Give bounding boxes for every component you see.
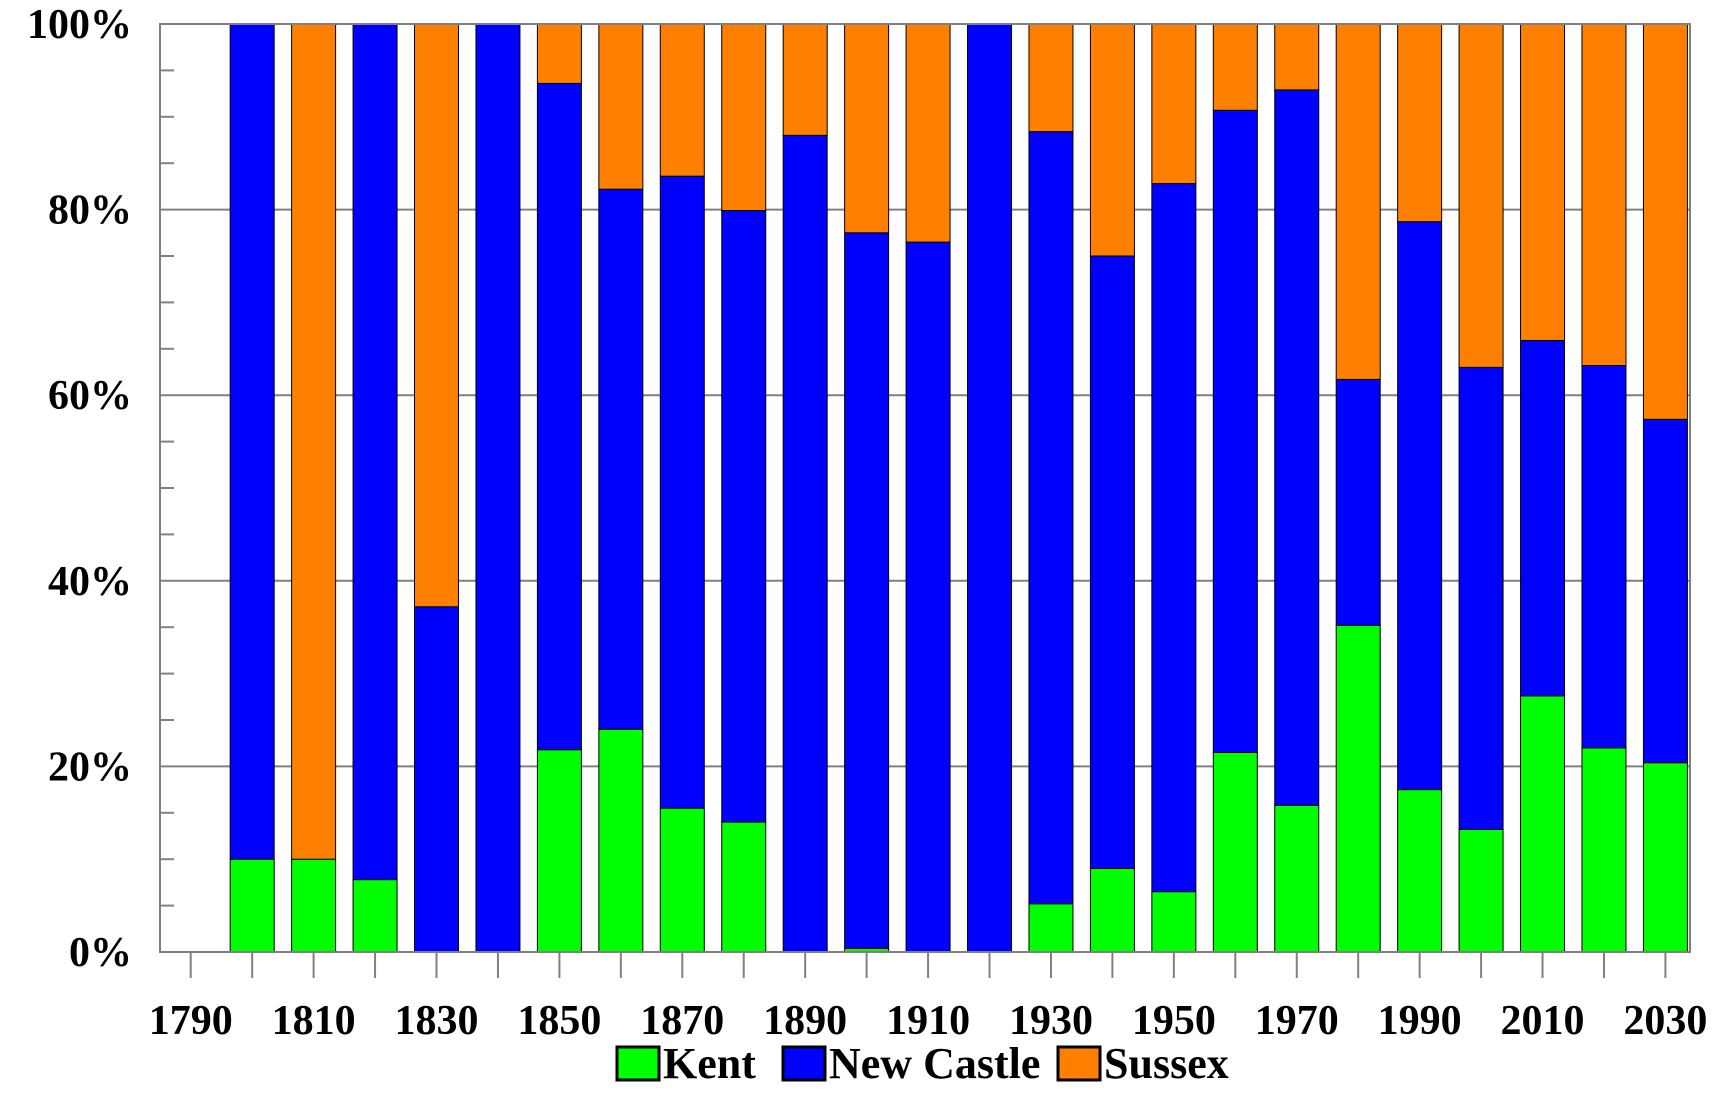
legend-swatch-sussex	[1056, 1045, 1102, 1082]
bar-kent-1870	[659, 807, 705, 953]
bar-new-castle-1990	[1397, 221, 1443, 791]
bar-kent-1950	[1151, 891, 1197, 953]
x-tick-label: 1990	[1378, 998, 1462, 1044]
bar-kent-1980	[1335, 624, 1381, 953]
bar-new-castle-1860	[598, 188, 644, 730]
bar-kent-1860	[598, 728, 644, 953]
bar-sussex-2000	[1458, 23, 1504, 368]
bar-new-castle-1840	[475, 23, 521, 953]
bars	[229, 23, 1688, 953]
bar-sussex-2030	[1642, 23, 1688, 420]
bar-kent-1820	[352, 879, 398, 953]
bar-sussex-2010	[1520, 23, 1566, 341]
y-tick-label: 20%	[48, 744, 132, 790]
bar-new-castle-1920	[967, 23, 1013, 953]
bar-new-castle-1940	[1089, 255, 1135, 869]
bar-kent-1960	[1212, 751, 1258, 953]
bar-sussex-1830	[414, 23, 460, 608]
x-tick-label: 1950	[1132, 998, 1216, 1044]
x-tick-label: 1810	[272, 998, 356, 1044]
bar-new-castle-1850	[536, 82, 582, 751]
bar-sussex-1970	[1274, 23, 1320, 91]
bar-kent-1810	[291, 858, 337, 953]
bar-sussex-2020	[1581, 23, 1627, 367]
y-tick-labels: 0% 20% 40% 60% 80% 100%	[27, 2, 132, 976]
bar-new-castle-1930	[1028, 131, 1074, 905]
x-tick-label: 1830	[395, 998, 479, 1044]
bar-sussex-1860	[598, 23, 644, 190]
bar-sussex-1910	[905, 23, 951, 243]
y-tick-label: 80%	[48, 188, 132, 234]
x-tick-label: 1910	[886, 998, 970, 1044]
x-tick-label: 1790	[149, 998, 233, 1044]
bar-new-castle-1870	[659, 175, 705, 809]
bar-kent-1940	[1089, 867, 1135, 953]
bar-new-castle-1820	[352, 23, 398, 881]
bar-kent-2020	[1581, 747, 1627, 953]
bar-kent-1850	[536, 749, 582, 953]
bar-new-castle-1910	[905, 241, 951, 953]
bar-new-castle-1800	[229, 23, 275, 860]
bar-new-castle-1980	[1335, 378, 1381, 626]
bar-new-castle-2030	[1642, 418, 1688, 764]
legend: Kent New Castle Sussex	[615, 1039, 1229, 1088]
bar-kent-1930	[1028, 903, 1074, 953]
y-tick-label: 0%	[69, 930, 132, 976]
bar-new-castle-1830	[414, 606, 460, 953]
bar-kent-1800	[229, 858, 275, 953]
x-tick-labels: 1790 1810 1830 1850 1870 1890 1910 1930 1950 1970…	[149, 998, 1708, 1044]
bar-kent-2000	[1458, 829, 1504, 953]
x-tick-label: 2030	[1623, 998, 1707, 1044]
bar-new-castle-1970	[1274, 89, 1320, 806]
legend-label-sussex: Sussex	[1104, 1039, 1229, 1088]
bar-sussex-1900	[844, 23, 890, 234]
bar-kent-1990	[1397, 789, 1443, 953]
x-tick-label: 1930	[1009, 998, 1093, 1044]
x-tick-label: 1870	[640, 998, 724, 1044]
bar-new-castle-1960	[1212, 109, 1258, 753]
axes	[159, 23, 1691, 978]
bar-new-castle-2000	[1458, 366, 1504, 831]
y-tick-label: 60%	[48, 373, 132, 419]
bar-sussex-1810	[291, 23, 337, 860]
bar-sussex-1950	[1151, 23, 1197, 185]
bar-sussex-1990	[1397, 23, 1443, 223]
bar-new-castle-2010	[1520, 339, 1566, 697]
legend-swatch-kent	[615, 1045, 661, 1082]
legend-label-kent: Kent	[663, 1039, 756, 1088]
x-tick-label: 2010	[1501, 998, 1585, 1044]
legend-label-new-castle: New Castle	[829, 1039, 1040, 1088]
x-tick-label: 1890	[763, 998, 847, 1044]
bar-sussex-1850	[536, 23, 582, 84]
bar-new-castle-1950	[1151, 183, 1197, 893]
x-tick-label: 1850	[517, 998, 601, 1044]
bar-sussex-1930	[1028, 23, 1074, 133]
bar-sussex-1960	[1212, 23, 1258, 111]
bar-sussex-1940	[1089, 23, 1135, 257]
bar-kent-2010	[1520, 695, 1566, 953]
y-tick-label: 40%	[48, 559, 132, 605]
x-tick-label: 1970	[1255, 998, 1339, 1044]
bar-new-castle-2020	[1581, 365, 1627, 749]
y-tick-label: 100%	[27, 2, 132, 48]
bar-sussex-1870	[659, 23, 705, 177]
bar-new-castle-1900	[844, 232, 890, 949]
bar-kent-2030	[1642, 762, 1688, 953]
bar-kent-1970	[1274, 804, 1320, 953]
bar-sussex-1890	[782, 23, 828, 136]
bar-kent-1880	[721, 821, 767, 953]
legend-swatch-new-castle	[781, 1045, 827, 1082]
bar-new-castle-1890	[782, 134, 828, 953]
bar-new-castle-1880	[721, 210, 767, 823]
bar-sussex-1880	[721, 23, 767, 212]
bar-sussex-1980	[1335, 23, 1381, 380]
